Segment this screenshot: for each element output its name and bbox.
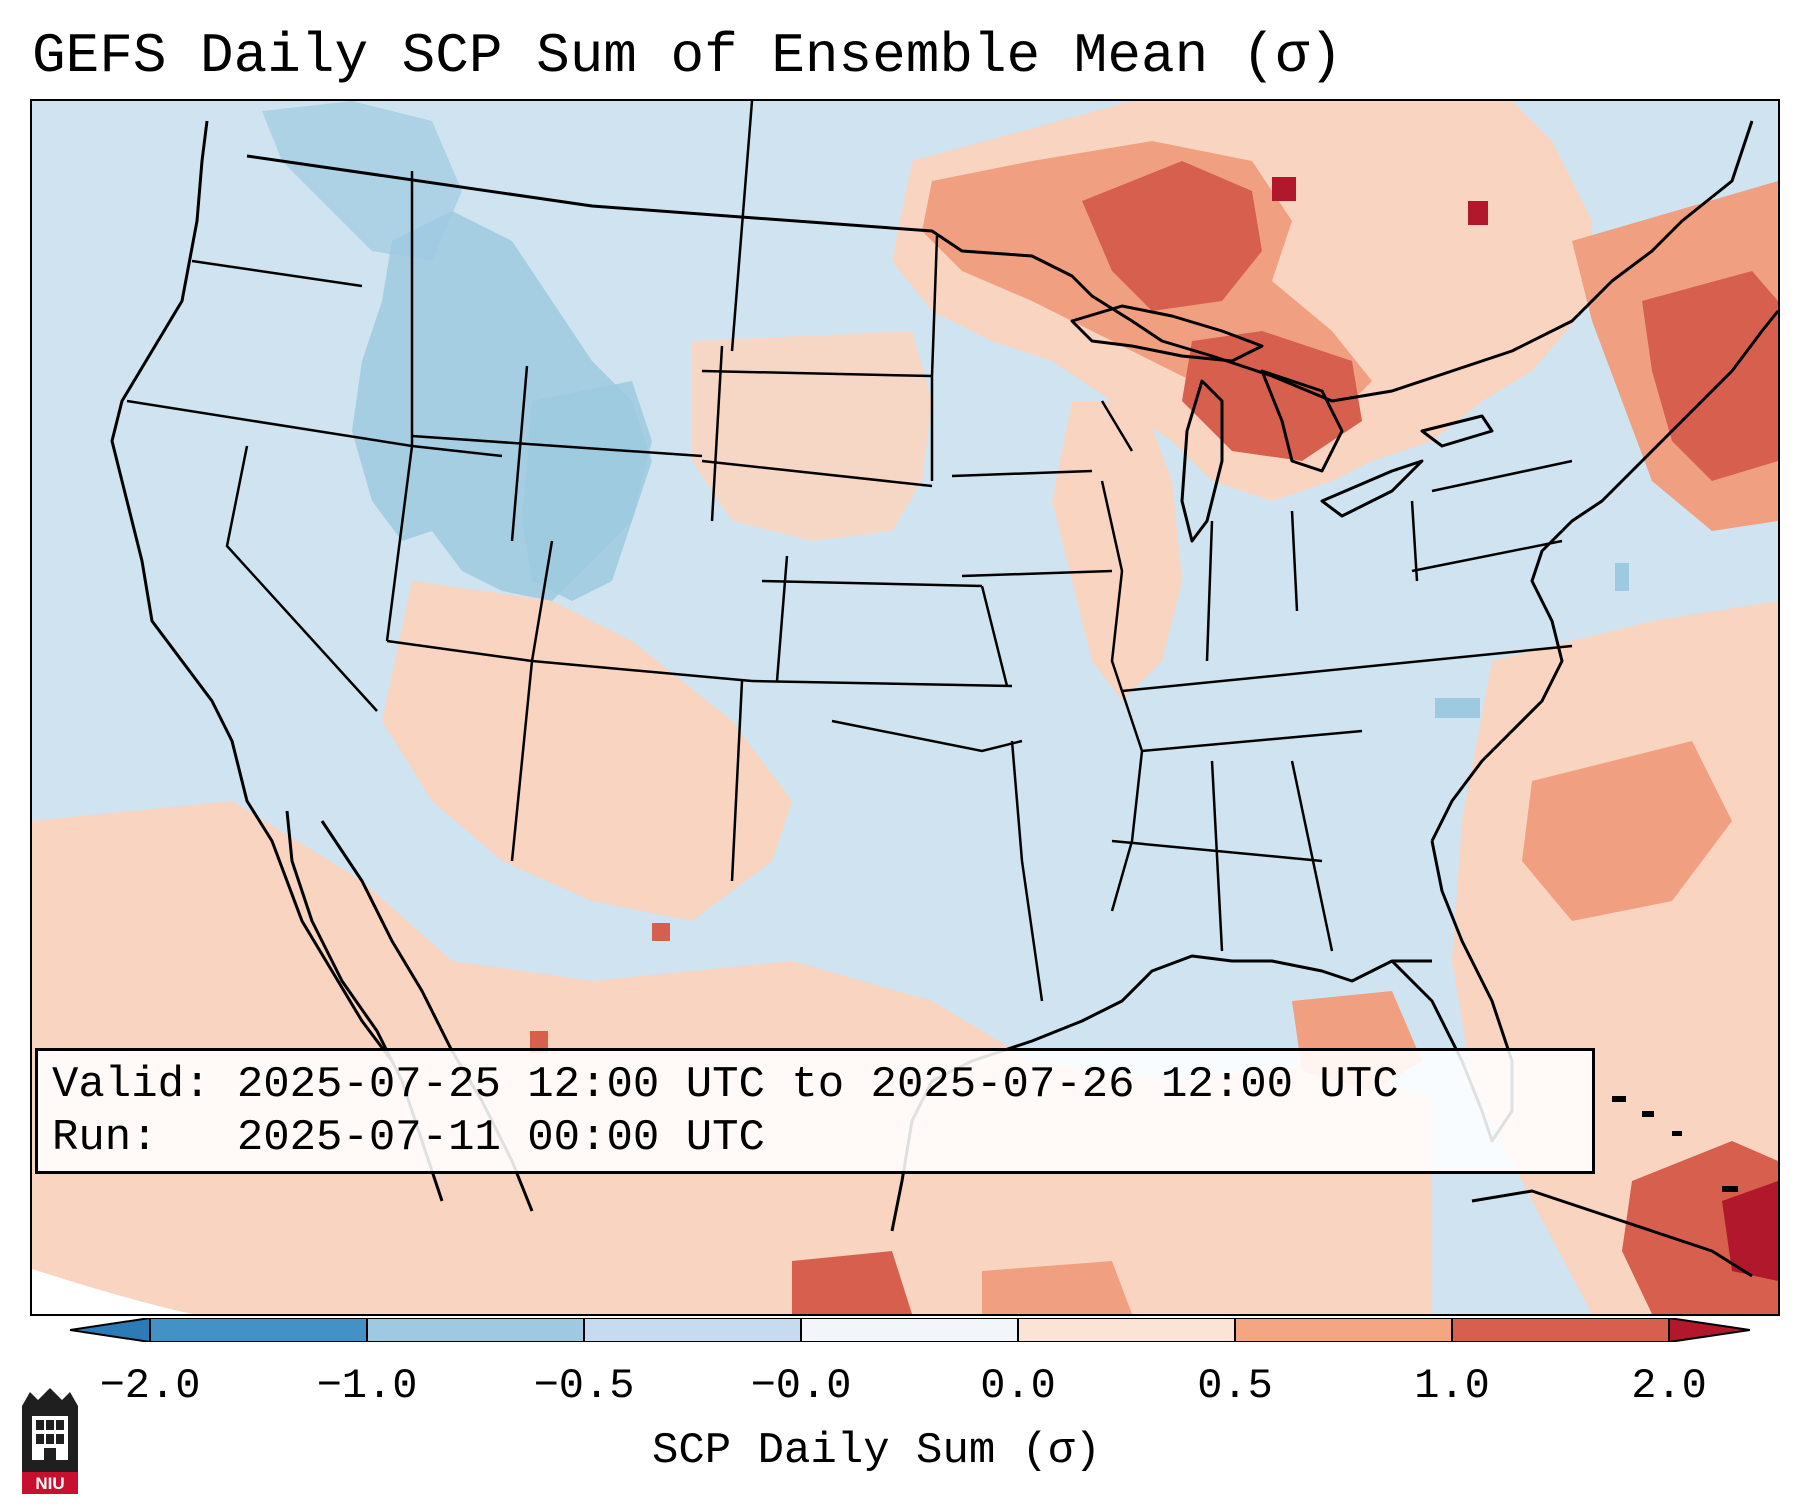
state-line-wy-east [710,345,724,522]
valid-time-line: Valid: 2025-07-25 12:00 UTC to 2025-07-2… [52,1060,1399,1110]
state-line-mt-nd [730,101,754,352]
colorbar-bin-6 [1235,1318,1452,1342]
state-line-ks-ok [751,679,1013,688]
colorbar-bin-1 [150,1318,367,1342]
island-2 [1642,1111,1654,1117]
state-line-ar-la [1010,740,1024,862]
island-3 [1672,1131,1682,1136]
state-boundaries [126,101,1573,1002]
cuba-coast [1471,1189,1753,1278]
state-line-ne-ks [761,579,983,588]
colorbar-bin-2 [367,1318,584,1342]
state-line-ca-nv [225,445,378,712]
positive-anomaly-plains [692,331,932,541]
state-line-mt-wy [411,434,703,458]
colorbar-label: SCP Daily Sum (σ) [652,1426,1101,1476]
colorbar-tick-label: 0.5 [1197,1362,1273,1410]
island-1 [1612,1096,1626,1102]
positive-anomaly-canada-peak [1082,161,1262,311]
state-line-wa-or [191,259,363,288]
state-line-tn-north [1121,644,1573,693]
lake-erie [1320,459,1424,518]
colorbar-tick-label: −2.0 [99,1362,201,1410]
colorbar-bin-4 [801,1318,1018,1342]
negative-anomaly-layer [262,101,1629,718]
state-line-ms-al [1210,760,1224,952]
positive-anomaly-hotspot-1 [1272,177,1296,201]
state-line-wy-west [510,365,529,542]
state-line-pa-md [1411,539,1563,573]
state-line-nd-sd [701,369,933,378]
caribbean-islands [1612,1096,1738,1192]
state-line-mo-ks [980,585,1009,687]
colorbar-tick-label: −1.0 [316,1362,418,1410]
state-line-ny-pa [1431,459,1573,493]
state-line-or-ca-nv [126,399,413,448]
state-line-ut-az [386,639,533,663]
positive-anomaly-hotspot-2 [1468,201,1488,225]
map-title: GEFS Daily SCP Sum of Ensemble Mean (σ) [32,24,1343,88]
state-line-al-ga [1290,760,1334,952]
colorbar-bin-7 [1452,1318,1669,1342]
us-canada-border [246,120,1754,403]
niu-logo-text: NIU [35,1474,64,1493]
state-line-mn-ia [951,469,1093,478]
colorbar-bin-5 [1018,1318,1235,1342]
state-line-ok-tx [831,719,1023,753]
state-line-nd-mn [930,235,939,377]
colorbar-under-arrow [70,1318,150,1342]
positive-anomaly-south-border-2 [982,1261,1132,1314]
lake-michigan [1180,379,1224,543]
state-line-wi-mi [1100,400,1134,452]
run-time-line: Run: 2025-07-11 00:00 UTC [52,1113,765,1163]
state-line-co-ks [775,555,789,682]
positive-anomaly-south-border [792,1251,912,1314]
state-line-tx-la [1020,860,1044,1002]
lake-ontario [1420,414,1494,448]
colorbar-tick-label: −0.5 [533,1362,635,1410]
positive-anomaly-hotspot-3 [652,923,670,941]
state-line-co-nm [531,659,753,683]
positive-anomaly-hotspot-4 [530,1031,548,1053]
colorbar-bin-3 [584,1318,801,1342]
state-line-az-nm [510,660,534,862]
state-line-nm-tx [730,680,744,882]
colorbar-tick-label: 2.0 [1631,1362,1707,1410]
colorbar [70,1318,1750,1342]
colorbar-tick-label: 1.0 [1414,1362,1490,1410]
colorbar-tick-label: −0.0 [750,1362,852,1410]
negative-anomaly-wyoming [522,381,652,601]
negative-anomaly-carolina [1435,698,1480,718]
projection-edge [32,1269,192,1314]
state-line-ia-mo [961,569,1113,578]
positive-anomaly-southwest [382,581,792,921]
west-coast [110,120,394,1062]
lake-superior [1070,304,1264,363]
colorbar-over-arrow [1669,1318,1750,1342]
state-line-oh-pa [1410,500,1419,582]
state-line-in-oh [1290,510,1299,612]
state-line-ut-co [530,540,554,662]
negative-anomaly-atlantic [1615,563,1629,591]
state-line-sd-ne [701,459,933,488]
positive-anomaly-atlantic-core [1522,741,1732,921]
state-line-il-in [1205,520,1214,662]
state-line-mississippi-river [1100,480,1144,912]
validity-info-box: Valid: 2025-07-25 12:00 UTC to 2025-07-2… [35,1048,1595,1174]
state-line-tn-south [1141,729,1363,753]
colorbar-tick-label: 0.0 [980,1362,1056,1410]
state-line-id-ut [411,444,503,458]
state-line-nv-ut [385,445,414,642]
east-coast [1430,310,1778,842]
lake-huron [1260,369,1344,473]
niu-logo-icon: NIU [22,1388,78,1494]
positive-anomaly-caribbean-peak [1722,1181,1778,1281]
island-4 [1722,1186,1738,1192]
colorbar-ticks [149,1318,1670,1342]
